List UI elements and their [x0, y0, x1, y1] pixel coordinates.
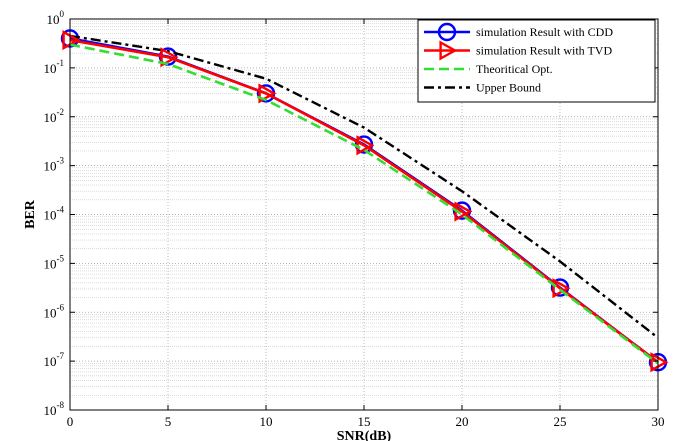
legend-label: simulation Result with CDD	[476, 25, 613, 39]
x-tick-label: 30	[652, 414, 665, 429]
data-point	[552, 278, 571, 299]
data-point	[160, 47, 179, 68]
x-tick-label: 20	[456, 414, 469, 429]
x-tick-label: 15	[358, 414, 371, 429]
x-axis-label: SNR(dB)	[337, 429, 392, 441]
axis-ticks: 0 5 10 15 20 25 30 100 10-1 10-2 10-3 10-4 10-5 10-6 1…	[44, 9, 665, 429]
y-tick-label: 10-8	[44, 400, 65, 418]
x-tick-label: 25	[554, 414, 567, 429]
series-3	[69, 34, 659, 339]
y-tick-label: 10-3	[44, 156, 65, 174]
legend-label: Theoritical Opt.	[476, 62, 553, 76]
y-tick-label: 10-4	[44, 205, 65, 223]
series-line	[69, 43, 659, 365]
legend: simulation Result with CDD simulation Res…	[417, 19, 656, 103]
legend-marker	[439, 40, 458, 61]
legend-label: Upper Bound	[476, 81, 541, 95]
legend-box	[417, 19, 656, 103]
y-tick-label: 10-1	[44, 58, 65, 76]
x-tick-label: 0	[67, 414, 74, 429]
legend-label: simulation Result with TVD	[476, 44, 612, 58]
y-tick-label: 10-2	[44, 107, 65, 125]
x-tick-label: 10	[260, 414, 273, 429]
series-2	[69, 43, 659, 365]
y-tick-label: 10-5	[44, 253, 65, 271]
x-tick-label: 5	[165, 414, 172, 429]
y-tick-label: 10-7	[44, 351, 65, 369]
y-tick-label: 100	[47, 9, 65, 27]
data-point	[258, 83, 277, 104]
series-1	[62, 30, 669, 373]
series-line	[69, 38, 659, 364]
series-line	[69, 34, 659, 339]
y-axis-label: BER	[23, 199, 38, 229]
data-point	[650, 352, 669, 373]
legend-marker	[437, 22, 457, 42]
y-tick-label: 10-6	[44, 302, 65, 320]
